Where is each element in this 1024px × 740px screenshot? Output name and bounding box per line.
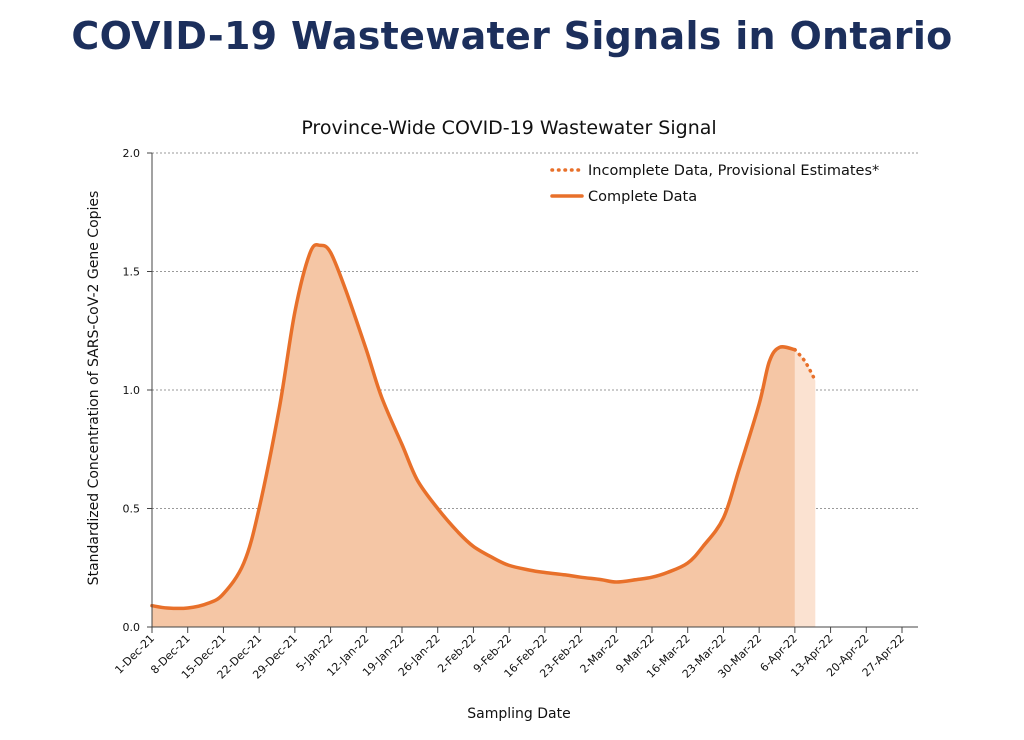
y-tick-label: 0.5 (123, 503, 141, 516)
x-axis-label: Sampling Date (467, 706, 570, 722)
area-fills (152, 244, 816, 627)
y-tick-label: 1.0 (123, 384, 141, 397)
x-tick-label: 2-Feb-22 (435, 632, 478, 675)
legend-label: Complete Data (588, 189, 697, 205)
x-tick-labels: 1-Dec-218-Dec-2115-Dec-2122-Dec-2129-Dec… (112, 627, 907, 682)
chart-title: Province-Wide COVID-19 Wastewater Signal (301, 117, 716, 139)
series-line-incomplete (793, 347, 818, 383)
y-tick-label: 0.0 (123, 621, 141, 634)
series-lines (150, 242, 818, 611)
legend: Incomplete Data, Provisional Estimates* C… (550, 163, 879, 205)
area-complete (152, 244, 795, 627)
y-tick-label: 1.5 (123, 266, 141, 279)
page-title: COVID-19 Wastewater Signals in Ontario (71, 14, 953, 58)
y-tick-labels: 0.0 0.5 1.0 1.5 2.0 (123, 147, 152, 634)
area-incomplete (794, 349, 816, 627)
series-line-complete (150, 242, 797, 611)
y-tick-label: 2.0 (123, 147, 141, 160)
y-axis-label: Standardized Concentration of SARS-CoV-2… (86, 191, 102, 586)
legend-label: Incomplete Data, Provisional Estimates* (588, 163, 879, 179)
